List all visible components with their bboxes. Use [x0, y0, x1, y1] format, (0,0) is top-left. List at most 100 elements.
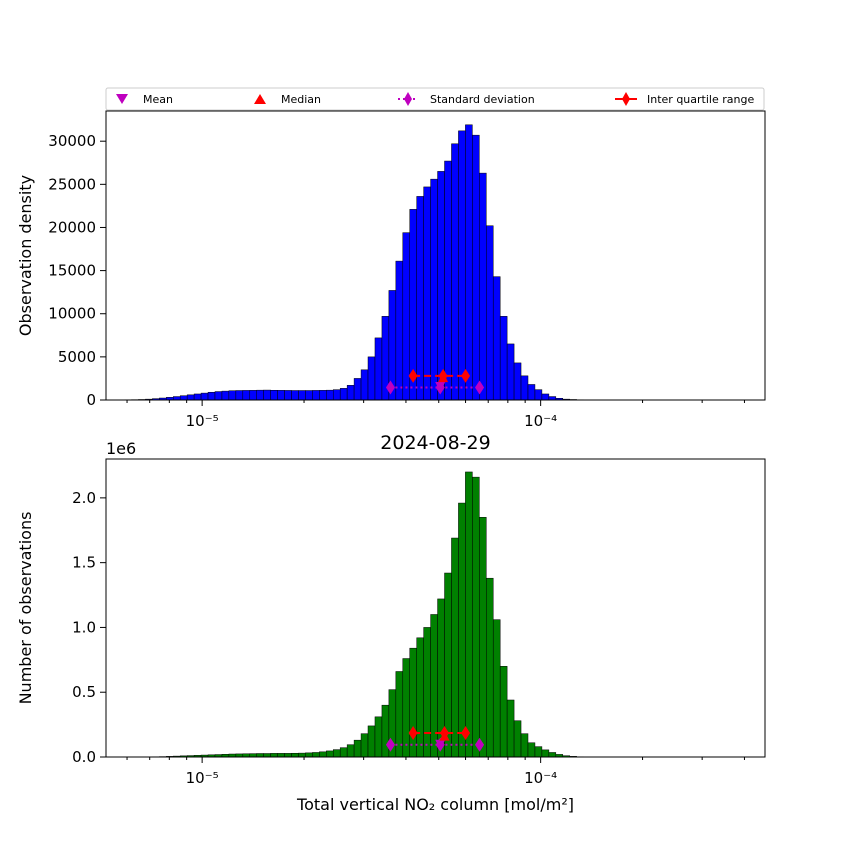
bottom-histogram-bar-21: [270, 753, 278, 758]
bottom-axes-frame: [105, 458, 766, 758]
bottom-histogram-bar-54: [499, 666, 508, 758]
bottom-histogram-bar-44: [430, 614, 438, 758]
bottom-histogram-bar-24: [291, 752, 299, 758]
top-histogram-bar-45: [437, 171, 445, 401]
top-histogram-bar-10: [193, 393, 202, 401]
top-histogram-bars: [124, 124, 619, 401]
top-histogram-bar-31: [339, 388, 348, 401]
top-histogram-bar-42: [416, 196, 424, 401]
bottom-histogram-bar-59: [534, 746, 543, 758]
bottom-chart-title: 2024-08-29: [380, 432, 490, 454]
top-histogram-bar-48: [458, 130, 466, 401]
bottom-statistics-markers: [385, 726, 485, 752]
top-y-tick-label-6: 30000: [48, 132, 96, 150]
bottom-y-tick-label-1: 0.5: [72, 683, 96, 701]
top-histogram-bar-19: [256, 389, 264, 401]
bottom-x-axis-label: Total vertical NO₂ column [mol/m²]: [296, 795, 574, 814]
top-histogram-bar-30: [332, 389, 341, 401]
top-histogram-bar-61: [548, 396, 557, 401]
bottom-histogram-bar-36: [374, 716, 383, 758]
top-histogram-bar-15: [228, 390, 237, 401]
bottom-y-tick-label-2: 1.0: [72, 618, 96, 636]
bottom-histogram-bar-32: [346, 744, 355, 758]
top-y-tick-label-2: 10000: [48, 305, 96, 323]
bottom-histogram-bar-31: [339, 747, 348, 758]
top-histogram-bar-44: [430, 178, 438, 401]
top-histogram-bar-28: [319, 390, 327, 401]
bottom-histogram-bar-57: [520, 733, 529, 758]
top-histogram-panel: 10⁻⁵ 10⁻⁴ 050001000015000200002500030000 …: [16, 110, 766, 430]
bottom-histogram-bar-50: [472, 476, 480, 758]
bottom-histogram-bar-60: [541, 749, 550, 758]
top-histogram-bar-40: [402, 232, 411, 401]
top-histogram-bar-22: [277, 390, 285, 401]
bottom-histogram-bar-28: [319, 751, 327, 758]
top-x-ticks: 10⁻⁵ 10⁻⁴: [126, 400, 745, 430]
top-y-tick-label-3: 15000: [48, 262, 96, 280]
top-histogram-bar-16: [235, 390, 244, 401]
bottom-histogram-bar-27: [312, 752, 320, 758]
top-histogram-bar-32: [346, 385, 355, 401]
top-histogram-bar-57: [520, 375, 529, 401]
top-x-tick-label-1: 10⁻⁴: [524, 412, 557, 430]
legend-iqr-marker: [622, 92, 630, 106]
top-histogram-bar-47: [451, 143, 459, 401]
bottom-histogram-bar-52: [486, 577, 494, 758]
bottom-histogram-bar-37: [381, 704, 390, 758]
top-histogram-bar-51: [479, 172, 487, 401]
top-std-high-marker: [475, 380, 485, 395]
top-iqr-low-marker: [408, 368, 418, 383]
bottom-histogram-bar-30: [332, 749, 341, 758]
top-histogram-bar-35: [367, 356, 376, 401]
top-std-low-marker: [385, 380, 395, 395]
top-histogram-bar-33: [353, 378, 362, 401]
bottom-histogram-panel: 2024-08-29 1e6 10⁻⁵ 10⁻⁴ 0.00.51.01.52.0 …: [16, 432, 766, 814]
top-y-tick-label-5: 25000: [48, 175, 96, 193]
bottom-iqr-low-marker: [408, 726, 418, 741]
top-histogram-bar-12: [207, 391, 216, 401]
top-histogram-bar-25: [298, 390, 306, 401]
top-histogram-bar-60: [541, 393, 550, 401]
top-histogram-bar-39: [395, 260, 404, 401]
top-histogram-bar-54: [499, 316, 508, 401]
bottom-histogram-bar-23: [284, 753, 292, 758]
top-histogram-bar-11: [200, 392, 209, 401]
legend-box: [105, 87, 765, 111]
top-histogram-bar-24: [291, 390, 299, 401]
top-histogram-bar-58: [527, 384, 536, 401]
top-histogram-bar-43: [423, 186, 431, 401]
top-histogram-bar-49: [465, 124, 473, 401]
top-histogram-bar-7: [173, 396, 181, 401]
bottom-histogram-bar-48: [458, 502, 466, 758]
bottom-median-marker: [439, 730, 450, 741]
top-y-tick-label-0: 0: [86, 391, 96, 409]
top-histogram-bar-26: [305, 390, 313, 401]
top-histogram-bar-50: [472, 134, 480, 401]
top-histogram-bar-59: [534, 389, 543, 401]
bottom-std-low-marker: [385, 737, 395, 752]
top-iqr-high-marker: [461, 368, 471, 383]
top-histogram-bar-36: [374, 337, 383, 401]
bottom-histogram-bar-19: [256, 753, 264, 758]
bottom-mean-marker: [435, 739, 446, 750]
top-y-tick-label-4: 20000: [48, 218, 96, 236]
bottom-histogram-bar-56: [513, 720, 522, 758]
top-histogram-bar-29: [326, 389, 334, 401]
bottom-histogram-bar-34: [360, 733, 369, 758]
legend: Mean Median Standard deviation Inter qua…: [105, 87, 765, 111]
bottom-y-axis-label: Number of observations: [16, 512, 35, 705]
top-histogram-bar-27: [312, 390, 320, 401]
bottom-histogram-bar-26: [305, 752, 313, 758]
top-y-ticks: 0 5000 10000 15000 20000 25000 30000: [48, 132, 106, 409]
bottom-histogram-bar-20: [263, 753, 271, 758]
bottom-histogram-bar-49: [465, 471, 473, 758]
top-y-axis-label: Observation density: [16, 175, 35, 336]
bottom-histogram-bar-61: [548, 752, 557, 758]
top-histogram-bar-13: [214, 391, 223, 401]
bottom-histogram-bar-18: [249, 753, 257, 758]
top-histogram-bar-34: [360, 369, 369, 401]
bottom-histogram-bar-35: [367, 725, 376, 758]
legend-iqr-label: Inter quartile range: [647, 93, 754, 106]
bottom-y-tick-label-0: 0.0: [72, 748, 96, 766]
